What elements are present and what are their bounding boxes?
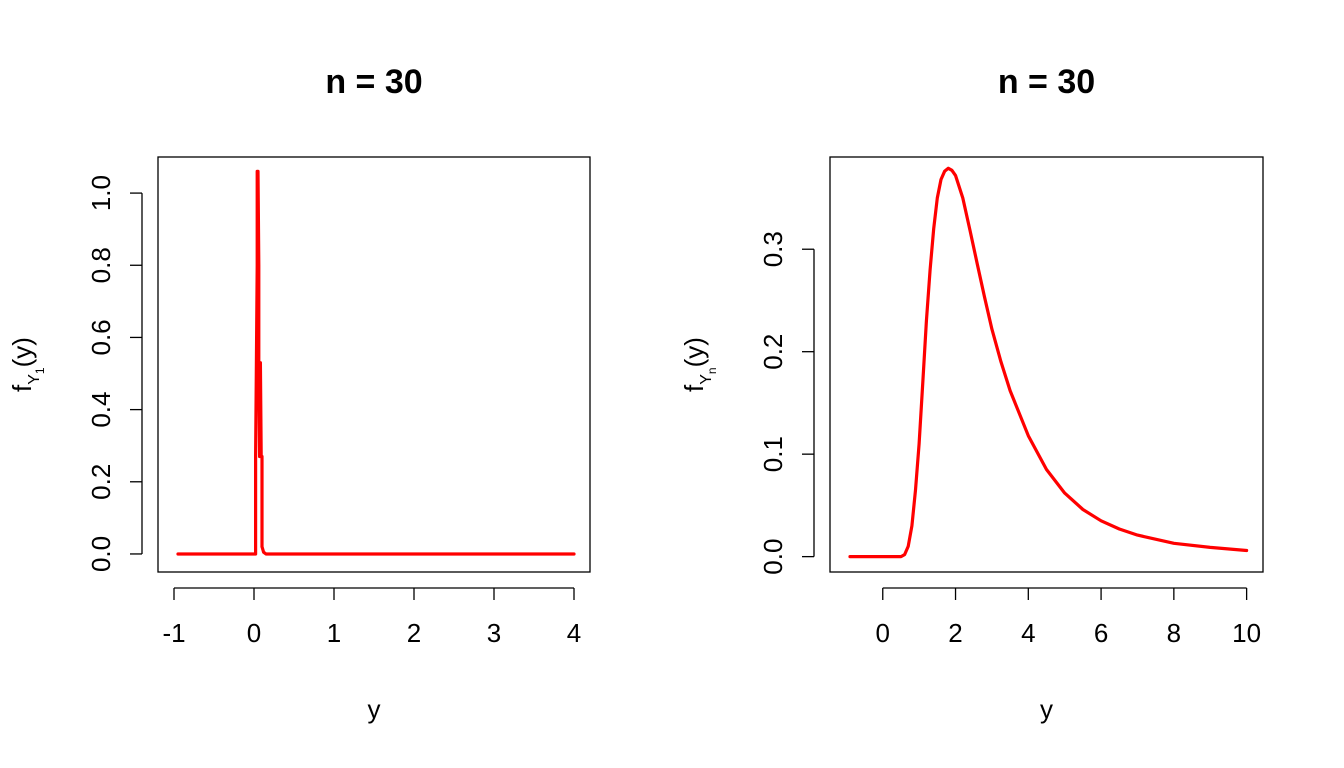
x-tick-label: 1 [327, 618, 341, 648]
y-label-suffix: (y) [679, 337, 709, 367]
y-tick-label: 0.0 [86, 536, 116, 572]
x-tick-label: 6 [1094, 618, 1108, 648]
x-tick-label: 4 [567, 618, 581, 648]
chart-title: n = 30 [998, 63, 1095, 101]
x-tick-label: 2 [948, 618, 962, 648]
plot-frame [829, 156, 1264, 573]
y-tick-label: 0.0 [758, 539, 788, 575]
x-axis-label: y [368, 694, 381, 724]
y-tick-label: 0.6 [86, 319, 116, 355]
chart-title: n = 30 [325, 63, 422, 101]
y-axis-label: fYn(y) [679, 337, 719, 392]
x-axis: -1 0 1 2 3 4 [162, 587, 581, 648]
x-tick-label: 3 [487, 618, 501, 648]
y-axis: 0.0 0.2 0.4 0.6 0.8 1.0 [86, 175, 143, 572]
x-tick-label: 0 [247, 618, 261, 648]
x-tick-label: 4 [1021, 618, 1035, 648]
y-tick-label: 0.1 [758, 436, 788, 472]
y-tick-label: 0.3 [758, 231, 788, 267]
y-label-suffix: (y) [7, 337, 37, 367]
y-label-subsub: n [705, 367, 719, 374]
x-tick-label: 2 [407, 618, 421, 648]
y-tick-label: 0.4 [86, 392, 116, 428]
y-label-subsub: 1 [33, 367, 47, 374]
x-axis-label: y [1040, 694, 1053, 724]
x-tick-label: 0 [876, 618, 890, 648]
y-tick-label: 0.2 [758, 334, 788, 370]
y-label-sub: Y [698, 374, 715, 385]
y-label-sub: Y [26, 374, 43, 385]
x-tick-label: 10 [1232, 618, 1261, 648]
x-tick-label: -1 [162, 618, 185, 648]
y-axis-label: fY1(y) [7, 337, 47, 392]
chart-panel-2: n = 30 0 2 4 6 8 10 0.0 0.1 0.2 0.3 y fYn(y) [679, 63, 1264, 724]
x-axis: 0 2 4 6 8 10 [876, 587, 1261, 648]
plot-frame [157, 156, 591, 573]
y-label-base: f [7, 384, 37, 392]
y-tick-label: 0.2 [86, 464, 116, 500]
y-tick-label: 1.0 [86, 175, 116, 211]
x-tick-label: 8 [1167, 618, 1181, 648]
density-curve [176, 169, 576, 556]
y-axis: 0.0 0.1 0.2 0.3 [758, 231, 815, 575]
density-curve [848, 166, 1249, 559]
y-tick-label: 0.8 [86, 247, 116, 283]
y-label-base: f [679, 384, 709, 392]
